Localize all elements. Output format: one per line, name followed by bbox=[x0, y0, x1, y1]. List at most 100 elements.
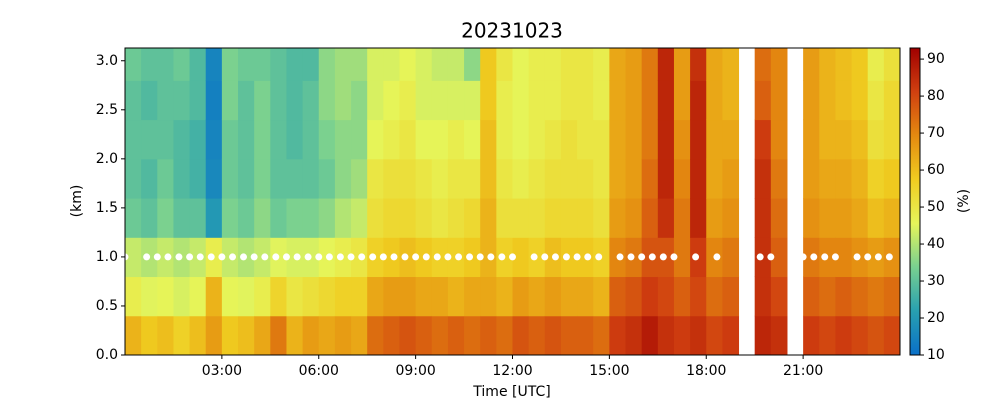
heatmap-cell bbox=[415, 119, 433, 160]
heatmap-cell bbox=[577, 158, 594, 199]
heatmap-cell bbox=[205, 276, 223, 317]
heatmap-cell bbox=[238, 80, 255, 121]
heatmap-cell bbox=[141, 158, 158, 199]
heatmap-cell bbox=[883, 315, 900, 355]
heatmap-cell bbox=[625, 198, 643, 238]
heatmap-cell bbox=[125, 80, 142, 121]
marker bbox=[455, 253, 463, 261]
marker bbox=[595, 253, 603, 261]
heatmap-cell bbox=[173, 80, 191, 121]
heatmap-cell bbox=[447, 119, 465, 160]
heatmap-cell bbox=[706, 48, 723, 81]
heatmap-cell bbox=[690, 315, 707, 355]
heatmap-cell bbox=[673, 48, 691, 81]
marker bbox=[218, 253, 226, 261]
marker bbox=[853, 253, 861, 261]
heatmap-cell bbox=[270, 80, 287, 121]
x-tick-label: 12:00 bbox=[492, 363, 532, 379]
heatmap-cell bbox=[593, 48, 610, 81]
heatmap-cell bbox=[399, 48, 417, 81]
heatmap-cell bbox=[609, 198, 627, 238]
heatmap-cell bbox=[383, 80, 400, 121]
y-tick-label: 2.0 bbox=[96, 151, 118, 167]
heatmap-cell bbox=[690, 119, 707, 160]
heatmap-cell bbox=[302, 276, 320, 317]
heatmap-cell bbox=[560, 276, 578, 317]
heatmap-cell bbox=[835, 237, 853, 278]
heatmap-cell bbox=[641, 80, 659, 121]
heatmap-cell bbox=[254, 48, 271, 81]
heatmap-cell bbox=[754, 276, 772, 317]
heatmap-cell bbox=[722, 237, 740, 278]
heatmap-cell bbox=[205, 198, 223, 238]
heatmap-cell bbox=[706, 276, 723, 317]
heatmap-cell bbox=[770, 48, 788, 81]
heatmap-cell bbox=[334, 315, 352, 355]
marker bbox=[336, 253, 344, 261]
heatmap-cell bbox=[577, 119, 594, 160]
heatmap-cell bbox=[496, 119, 513, 160]
heatmap-cell bbox=[383, 158, 400, 199]
heatmap-cell bbox=[609, 276, 627, 317]
heatmap-cell bbox=[431, 315, 449, 355]
heatmap-cell bbox=[189, 80, 207, 121]
heatmap-cell bbox=[157, 315, 174, 355]
heatmap-cell bbox=[803, 198, 820, 238]
heatmap-cell bbox=[318, 276, 336, 317]
colorbar-tick-label: 70 bbox=[927, 125, 945, 141]
heatmap-cell bbox=[851, 158, 869, 199]
heatmap-cell bbox=[544, 276, 562, 317]
heatmap-cell bbox=[673, 237, 691, 278]
heatmap-cell bbox=[593, 198, 610, 238]
heatmap-cell bbox=[528, 119, 546, 160]
heatmap-cell bbox=[512, 48, 530, 81]
heatmap-cell bbox=[125, 237, 142, 278]
heatmap-cell bbox=[351, 315, 368, 355]
marker bbox=[422, 253, 430, 261]
heatmap-cell bbox=[125, 158, 142, 199]
heatmap-cell bbox=[221, 315, 239, 355]
heatmap-cell bbox=[593, 315, 610, 355]
heatmap-cell bbox=[851, 80, 869, 121]
marker bbox=[810, 253, 818, 261]
heatmap-cell bbox=[238, 198, 255, 238]
heatmap-cell bbox=[173, 48, 191, 81]
heatmap-cell bbox=[722, 158, 740, 199]
heatmap-cell bbox=[270, 158, 287, 199]
marker bbox=[261, 253, 269, 261]
heatmap-cell bbox=[770, 315, 788, 355]
y-tick-label: 1.0 bbox=[96, 249, 118, 265]
heatmap-cell bbox=[141, 315, 158, 355]
heatmap-cell bbox=[528, 158, 546, 199]
marker bbox=[207, 253, 215, 261]
heatmap-cell bbox=[851, 198, 869, 238]
heatmap-cell bbox=[803, 158, 820, 199]
heatmap-cell bbox=[157, 119, 174, 160]
heatmap-cell bbox=[883, 158, 900, 199]
heatmap-cell bbox=[221, 158, 239, 199]
heatmap-cell bbox=[383, 315, 400, 355]
colorbar-tick-label: 90 bbox=[927, 51, 945, 67]
marker bbox=[412, 253, 420, 261]
heatmap-cell bbox=[173, 158, 191, 199]
marker bbox=[164, 253, 172, 261]
heatmap-cell bbox=[270, 198, 287, 238]
heatmap-cell bbox=[415, 198, 433, 238]
marker bbox=[864, 253, 872, 261]
heatmap-cell bbox=[125, 276, 142, 317]
heatmap-cell bbox=[286, 80, 304, 121]
heatmap-cell bbox=[351, 158, 368, 199]
heatmap-cell bbox=[593, 119, 610, 160]
heatmap-cell bbox=[819, 198, 836, 238]
heatmap-cell bbox=[447, 158, 465, 199]
heatmap-cell bbox=[318, 48, 336, 81]
marker bbox=[541, 253, 549, 261]
x-tick-label: 03:00 bbox=[202, 363, 242, 379]
heatmap-cell bbox=[512, 237, 530, 278]
heatmap-cell bbox=[770, 80, 788, 121]
colorbar bbox=[909, 47, 921, 356]
heatmap-cell bbox=[512, 80, 530, 121]
x-tick-label: 21:00 bbox=[783, 363, 823, 379]
heatmap-cell bbox=[399, 315, 417, 355]
heatmap-cell bbox=[464, 80, 481, 121]
